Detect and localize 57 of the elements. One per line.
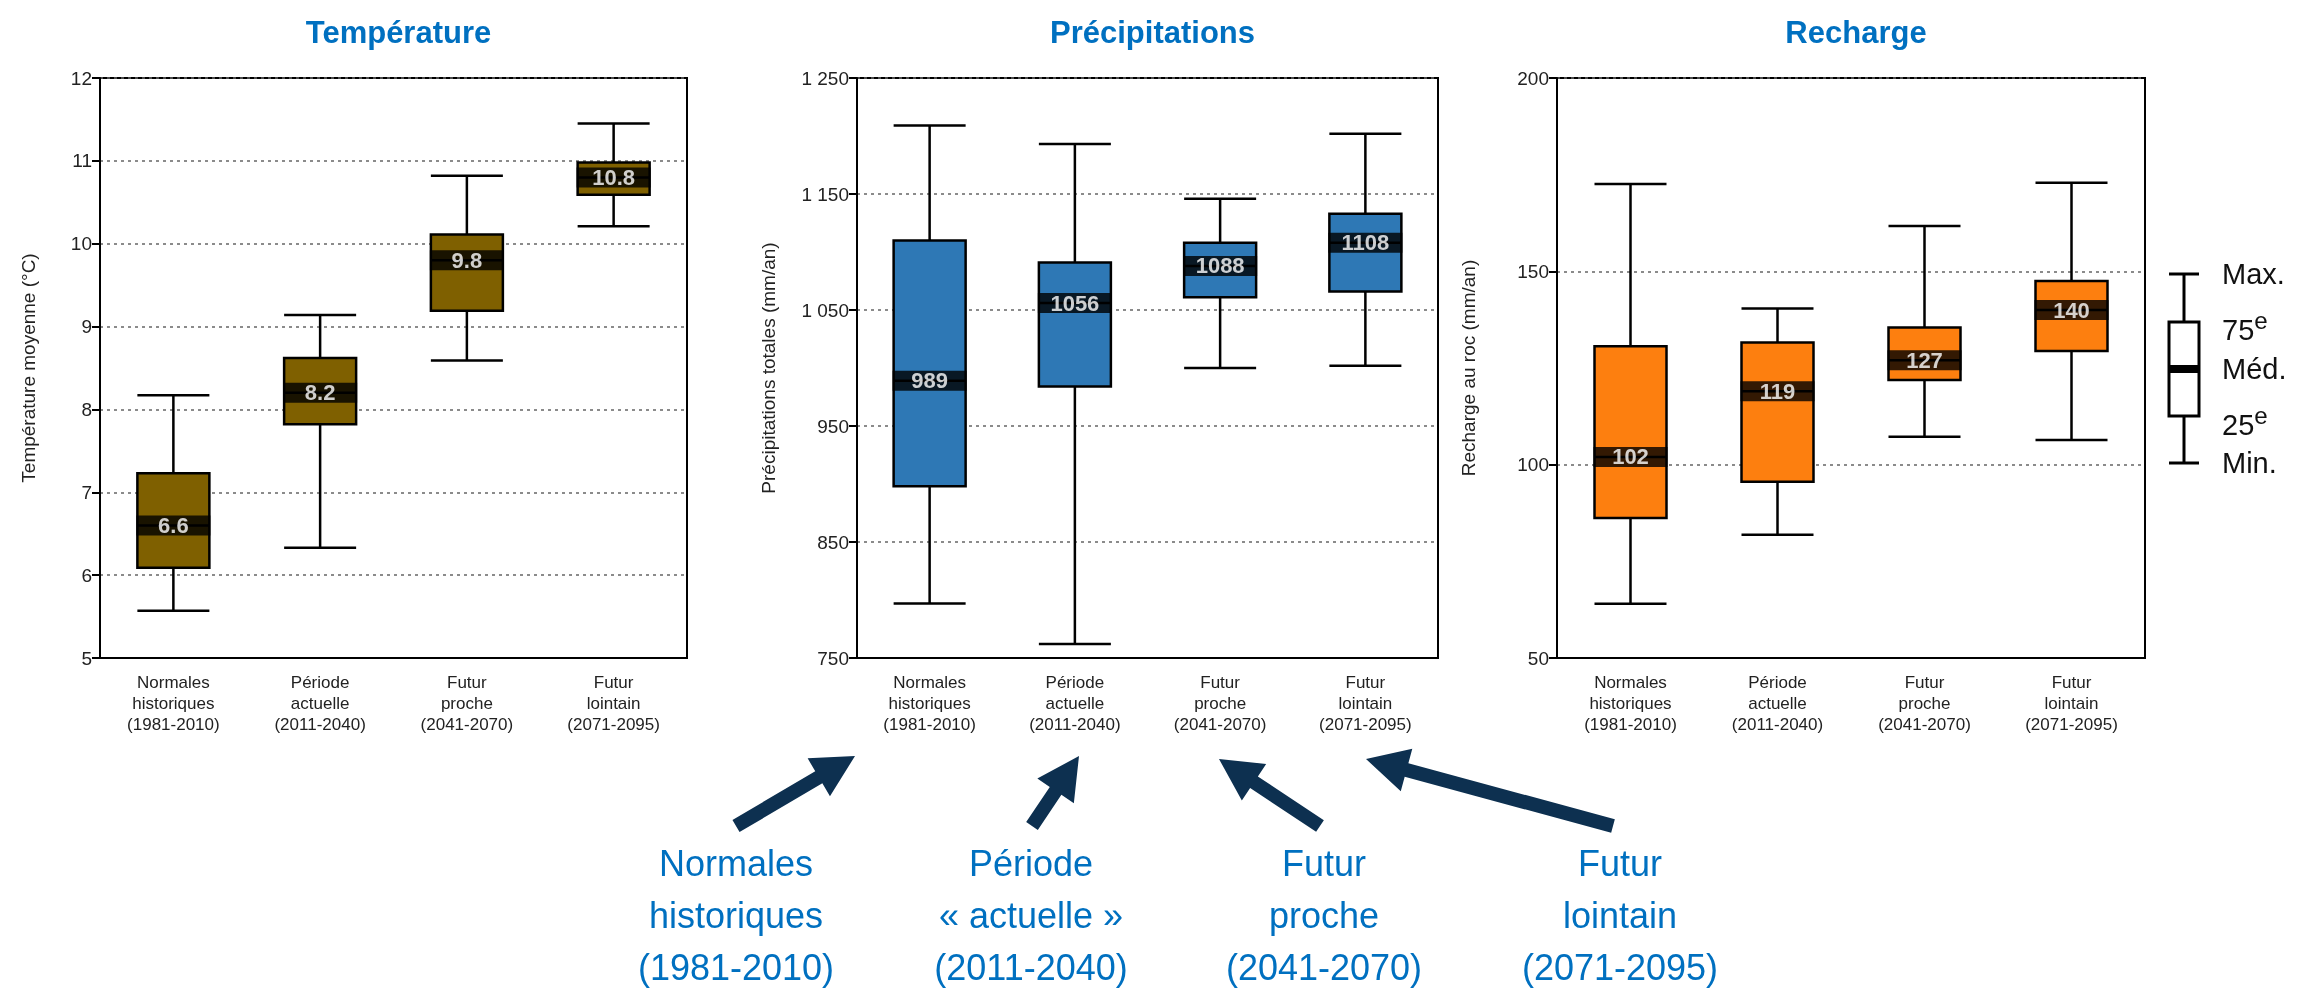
y-tick-label: 150: [1517, 260, 1549, 282]
text: Futur lointain (2071-2095): [1520, 842, 1720, 990]
text: 119: [1759, 378, 1796, 404]
x-tick-label: Futur lointain (2071-2095): [567, 673, 660, 734]
text: Méd.: [2222, 351, 2287, 387]
x-tick-label: Futur proche (2041-2070): [420, 673, 514, 734]
chart-title: Précipitations: [1050, 15, 1255, 50]
text: 25$^{e}$: [2222, 400, 2268, 443]
text: 8.2: [304, 380, 336, 406]
text: Min.: [2222, 446, 2277, 481]
x-tick-label: Normales historiques (1981-2010): [883, 673, 976, 734]
text: 102: [1612, 444, 1649, 470]
x-tick-label: Futur proche (2041-2070): [1878, 673, 1971, 734]
y-tick-label: 8: [81, 398, 92, 420]
text: 10.8: [592, 164, 636, 190]
y-tick-label: 1 050: [801, 299, 849, 321]
chart-title: Recharge: [1785, 15, 1927, 50]
y-tick-label: 1 250: [801, 67, 849, 89]
y-tick-label: 12: [70, 67, 92, 89]
y-axis-title: Recharge au roc (mm/an): [1458, 259, 1479, 477]
text: Max.: [2222, 257, 2285, 292]
y-tick-label: 950: [817, 415, 849, 437]
text: Futur proche (2041-2070): [1224, 842, 1424, 990]
x-tick-label: Normales historiques (1981-2010): [127, 673, 220, 734]
y-tick-label: 750: [817, 647, 849, 669]
y-axis-title: Température moyenne (°C): [18, 253, 39, 483]
y-tick-label: 7: [81, 481, 92, 503]
x-tick-label: Normales historiques (1981-2010): [1584, 673, 1677, 734]
y-tick-label: 9: [81, 316, 92, 338]
text: 140: [2053, 297, 2090, 323]
y-tick-label: 50: [1527, 647, 1549, 669]
text: Normales historiques (1981-2010): [636, 842, 836, 990]
text: Période « actuelle » (2011-2040): [933, 842, 1129, 990]
text: 6.6: [158, 512, 189, 538]
y-tick-label: 5: [81, 647, 92, 669]
x-tick-label: Futur lointain (2071-2095): [2025, 673, 2118, 734]
y-tick-label: 100: [1517, 454, 1549, 476]
x-tick-label: Futur proche (2041-2070): [1173, 673, 1267, 734]
x-tick-label: Futur lointain (2071-2095): [1319, 673, 1412, 734]
x-tick-label: Période actuelle (2011-2040): [1731, 673, 1824, 734]
text: 127: [1906, 347, 1943, 373]
y-tick-label: 11: [72, 150, 92, 172]
x-tick-label: Période actuelle (2011-2040): [274, 673, 366, 734]
text: 1088: [1195, 253, 1245, 279]
text: 1056: [1050, 290, 1100, 316]
text: 989: [911, 368, 948, 394]
text: 75$^{e}$: [2222, 306, 2268, 348]
y-tick-label: 1 150: [801, 183, 849, 205]
chart-title: Température: [305, 15, 492, 50]
text: 1108: [1341, 230, 1390, 256]
y-tick-label: 200: [1517, 67, 1549, 89]
y-tick-label: 10: [70, 233, 92, 255]
y-tick-label: 6: [81, 564, 92, 586]
y-tick-label: 850: [817, 531, 849, 553]
y-axis-title: Précipitations totales (mm/an): [758, 242, 779, 494]
x-tick-label: Période actuelle (2011-2040): [1029, 673, 1121, 734]
text: 9.8: [451, 247, 483, 273]
